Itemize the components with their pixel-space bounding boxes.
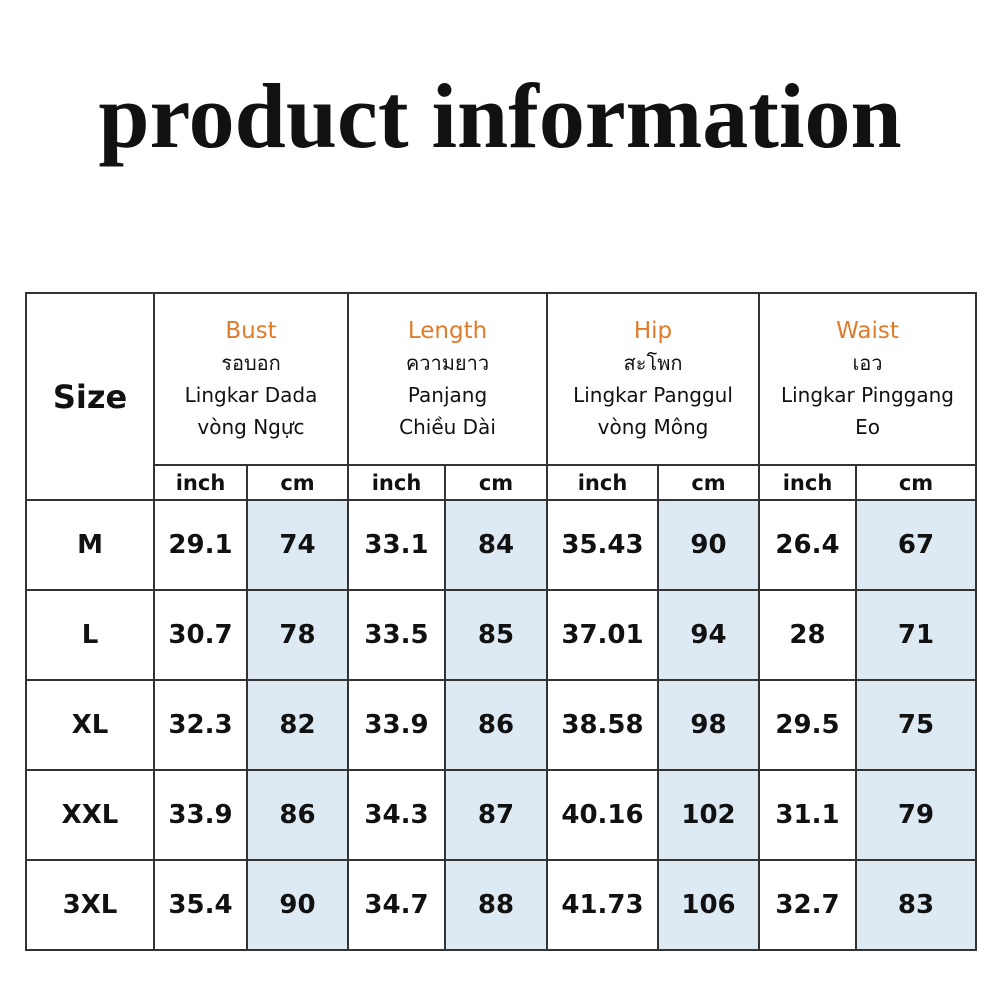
group-name: Length <box>407 318 488 344</box>
value-cell: 34.3 <box>347 769 446 861</box>
group-line: Lingkar Dada <box>184 383 318 407</box>
size-cell: L <box>25 589 155 681</box>
value-cell: 84 <box>444 499 548 591</box>
value-cell: 86 <box>444 679 548 771</box>
unit-header: inch <box>758 464 857 501</box>
data-row: L 30.7 78 33.5 85 37.01 94 28 71 <box>25 589 977 681</box>
size-header: Size <box>25 292 155 501</box>
group-line: Lingkar Pinggang <box>780 383 954 407</box>
value-cell: 82 <box>246 679 349 771</box>
data-row: 3XL 35.4 90 34.7 88 41.73 106 32.7 83 <box>25 859 977 951</box>
data-row: XXL 33.9 86 34.3 87 40.16 102 31.1 79 <box>25 769 977 861</box>
value-cell: 35.4 <box>153 859 248 951</box>
group-line: สะโพก <box>623 351 683 375</box>
value-cell: 75 <box>855 679 977 771</box>
value-cell: 86 <box>246 769 349 861</box>
value-cell: 102 <box>657 769 760 861</box>
group-header: Waist เอว Lingkar Pinggang Eo <box>758 292 977 466</box>
value-cell: 88 <box>444 859 548 951</box>
unit-header: cm <box>246 464 349 501</box>
value-cell: 83 <box>855 859 977 951</box>
group-name: Waist <box>836 318 899 344</box>
unit-header: inch <box>347 464 446 501</box>
value-cell: 40.16 <box>546 769 659 861</box>
value-cell: 29.5 <box>758 679 857 771</box>
value-cell: 33.5 <box>347 589 446 681</box>
group-line: vòng Mông <box>597 415 709 439</box>
size-table: Size Bust รอบอก Lingkar Dada vòng Ngực Length… <box>25 292 977 951</box>
group-line: Lingkar Panggul <box>573 383 733 407</box>
value-cell: 71 <box>855 589 977 681</box>
value-cell: 37.01 <box>546 589 659 681</box>
value-cell: 78 <box>246 589 349 681</box>
header-row: Size Bust รอบอก Lingkar Dada vòng Ngực Length… <box>25 292 977 501</box>
size-cell: M <box>25 499 155 591</box>
size-cell: 3XL <box>25 859 155 951</box>
group-line: Chiều Dài <box>399 415 496 439</box>
group-line: Eo <box>855 415 880 439</box>
value-cell: 33.9 <box>153 769 248 861</box>
unit-row: inch cm inch cm inch cm inch cm <box>26 464 977 501</box>
value-cell: 30.7 <box>153 589 248 681</box>
value-cell: 98 <box>657 679 760 771</box>
group-header: Hip สะโพก Lingkar Panggul vòng Mông <box>546 292 760 466</box>
value-cell: 35.43 <box>546 499 659 591</box>
value-cell: 85 <box>444 589 548 681</box>
title: product information <box>98 65 902 167</box>
group-name: Bust <box>225 318 277 344</box>
value-cell: 106 <box>657 859 760 951</box>
group-line: เอว <box>852 351 883 375</box>
value-cell: 94 <box>657 589 760 681</box>
value-cell: 31.1 <box>758 769 857 861</box>
group-header: Length ความยาว Panjang Chiều Dài <box>347 292 548 466</box>
unit-header: inch <box>153 464 248 501</box>
size-cell: XXL <box>25 769 155 861</box>
group-line: รอบอก <box>221 351 281 375</box>
value-cell: 38.58 <box>546 679 659 771</box>
unit-header: cm <box>657 464 760 501</box>
value-cell: 79 <box>855 769 977 861</box>
size-cell: XL <box>25 679 155 771</box>
data-row: XL 32.3 82 33.9 86 38.58 98 29.5 75 <box>25 679 977 771</box>
value-cell: 90 <box>657 499 760 591</box>
unit-header: cm <box>855 464 977 501</box>
group-line: Panjang <box>407 383 488 407</box>
value-cell: 33.9 <box>347 679 446 771</box>
group-line: ความยาว <box>405 351 490 375</box>
value-cell: 41.73 <box>546 859 659 951</box>
group-line: vòng Ngực <box>197 415 305 439</box>
unit-header: inch <box>546 464 659 501</box>
value-cell: 32.3 <box>153 679 248 771</box>
value-cell: 34.7 <box>347 859 446 951</box>
value-cell: 67 <box>855 499 977 591</box>
value-cell: 28 <box>758 589 857 681</box>
value-cell: 87 <box>444 769 548 861</box>
group-header: Bust รอบอก Lingkar Dada vòng Ngực <box>153 292 349 466</box>
value-cell: 29.1 <box>153 499 248 591</box>
unit-header: cm <box>444 464 548 501</box>
value-cell: 90 <box>246 859 349 951</box>
value-cell: 32.7 <box>758 859 857 951</box>
value-cell: 33.1 <box>347 499 446 591</box>
value-cell: 74 <box>246 499 349 591</box>
value-cell: 26.4 <box>758 499 857 591</box>
group-name: Hip <box>633 318 673 344</box>
data-row: M 29.1 74 33.1 84 35.43 90 26.4 67 <box>25 499 977 591</box>
